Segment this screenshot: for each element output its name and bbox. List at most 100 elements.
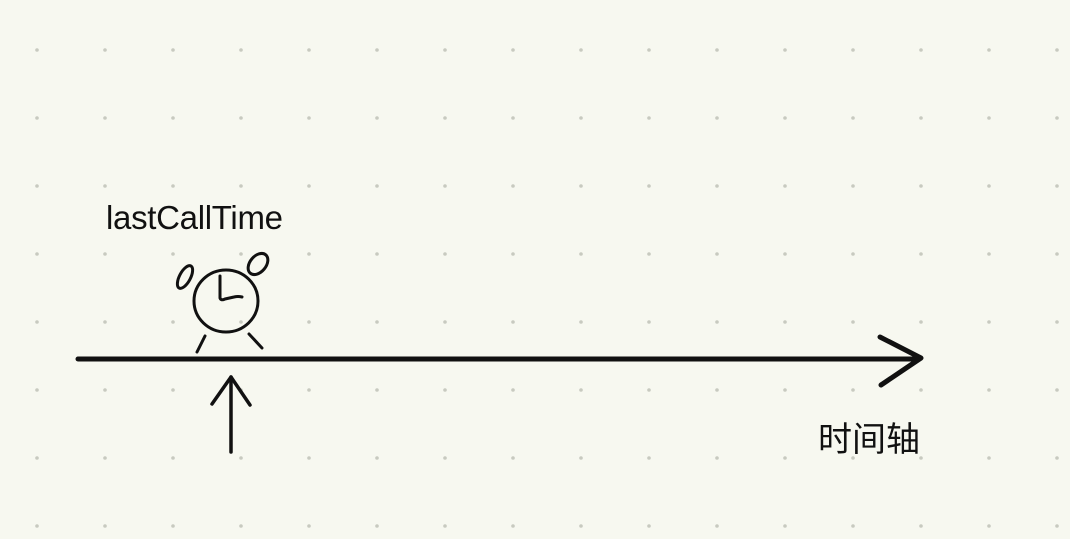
up-arrow-icon [210,375,252,454]
grid-dot [511,388,515,392]
grid-dot [171,116,175,120]
grid-dot [171,184,175,188]
grid-dot [715,184,719,188]
grid-dot [715,456,719,460]
grid-dot [307,524,311,528]
clock-left-bell [175,264,195,290]
timeline-axis [75,334,924,388]
grid-dot [103,48,107,52]
grid-dot [715,524,719,528]
grid-dot [443,388,447,392]
grid-dot [579,184,583,188]
grid-dot [851,456,855,460]
grid-dot [783,456,787,460]
timeline-arrowhead [877,334,924,388]
grid-dot [919,524,923,528]
grid-dot [851,252,855,256]
up-arrow-head [210,375,252,407]
grid-dot [35,184,39,188]
grid-dot [919,320,923,324]
grid-dot [1055,116,1059,120]
grid-dot [919,184,923,188]
grid-dot [103,320,107,324]
grid-dot [851,320,855,324]
grid-dot [579,456,583,460]
grid-dot [239,48,243,52]
grid-dot [443,456,447,460]
clock-right-bell [246,251,270,277]
grid-dot [1055,388,1059,392]
alarm-clock-icon [175,251,270,354]
grid-dot [443,320,447,324]
grid-dot [103,116,107,120]
grid-dot [171,320,175,324]
grid-dot [647,48,651,52]
grid-dot [375,116,379,120]
grid-dot [919,48,923,52]
grid-dot [1055,456,1059,460]
grid-dot [851,48,855,52]
grid-dot [1055,320,1059,324]
grid-dot [375,184,379,188]
grid-dot [511,456,515,460]
grid-dot [579,252,583,256]
grid-dot [511,48,515,52]
grid-dot [443,252,447,256]
grid-dot [307,252,311,256]
grid-dot [239,184,243,188]
clock-right-leg [247,332,264,350]
grid-dot [171,48,175,52]
grid-dot [103,456,107,460]
grid-dot [783,320,787,324]
grid-dot [647,456,651,460]
grid-dot [103,388,107,392]
grid-dot [171,252,175,256]
grid-dot [375,48,379,52]
grid-dot [919,252,923,256]
grid-dot [375,252,379,256]
grid-dot [239,456,243,460]
grid-dot [103,184,107,188]
grid-dot [35,48,39,52]
grid-dot [647,388,651,392]
grid-dot [1055,524,1059,528]
clock-hands [218,274,244,302]
grid-dot [987,524,991,528]
grid-dot [647,184,651,188]
grid-dot [783,388,787,392]
grid-dot [307,320,311,324]
grid-dot [783,116,787,120]
grid-dot [307,48,311,52]
grid-dot [35,116,39,120]
grid-dot [783,184,787,188]
grid-dot [1055,184,1059,188]
clock-left-leg [195,334,207,354]
grid-dot [375,388,379,392]
grid-dot [647,524,651,528]
grid-dot [307,388,311,392]
grid-dot [919,456,923,460]
grid-dot [511,320,515,324]
grid-dot [919,388,923,392]
grid-dot [715,116,719,120]
grid-dot [579,524,583,528]
grid-dot [783,524,787,528]
grid-dot [647,116,651,120]
grid-dot [171,524,175,528]
grid-dot [307,456,311,460]
grid-dot [987,456,991,460]
grid-dot [851,116,855,120]
grid-dot [987,116,991,120]
grid-dot [715,388,719,392]
grid-dot [307,116,311,120]
grid-dot [511,184,515,188]
grid-dot [35,524,39,528]
last-call-time-label: lastCallTime [106,199,283,236]
grid-dot [715,48,719,52]
grid-dot [375,524,379,528]
grid-dot [647,320,651,324]
grid-dot [375,456,379,460]
grid-dot [511,252,515,256]
